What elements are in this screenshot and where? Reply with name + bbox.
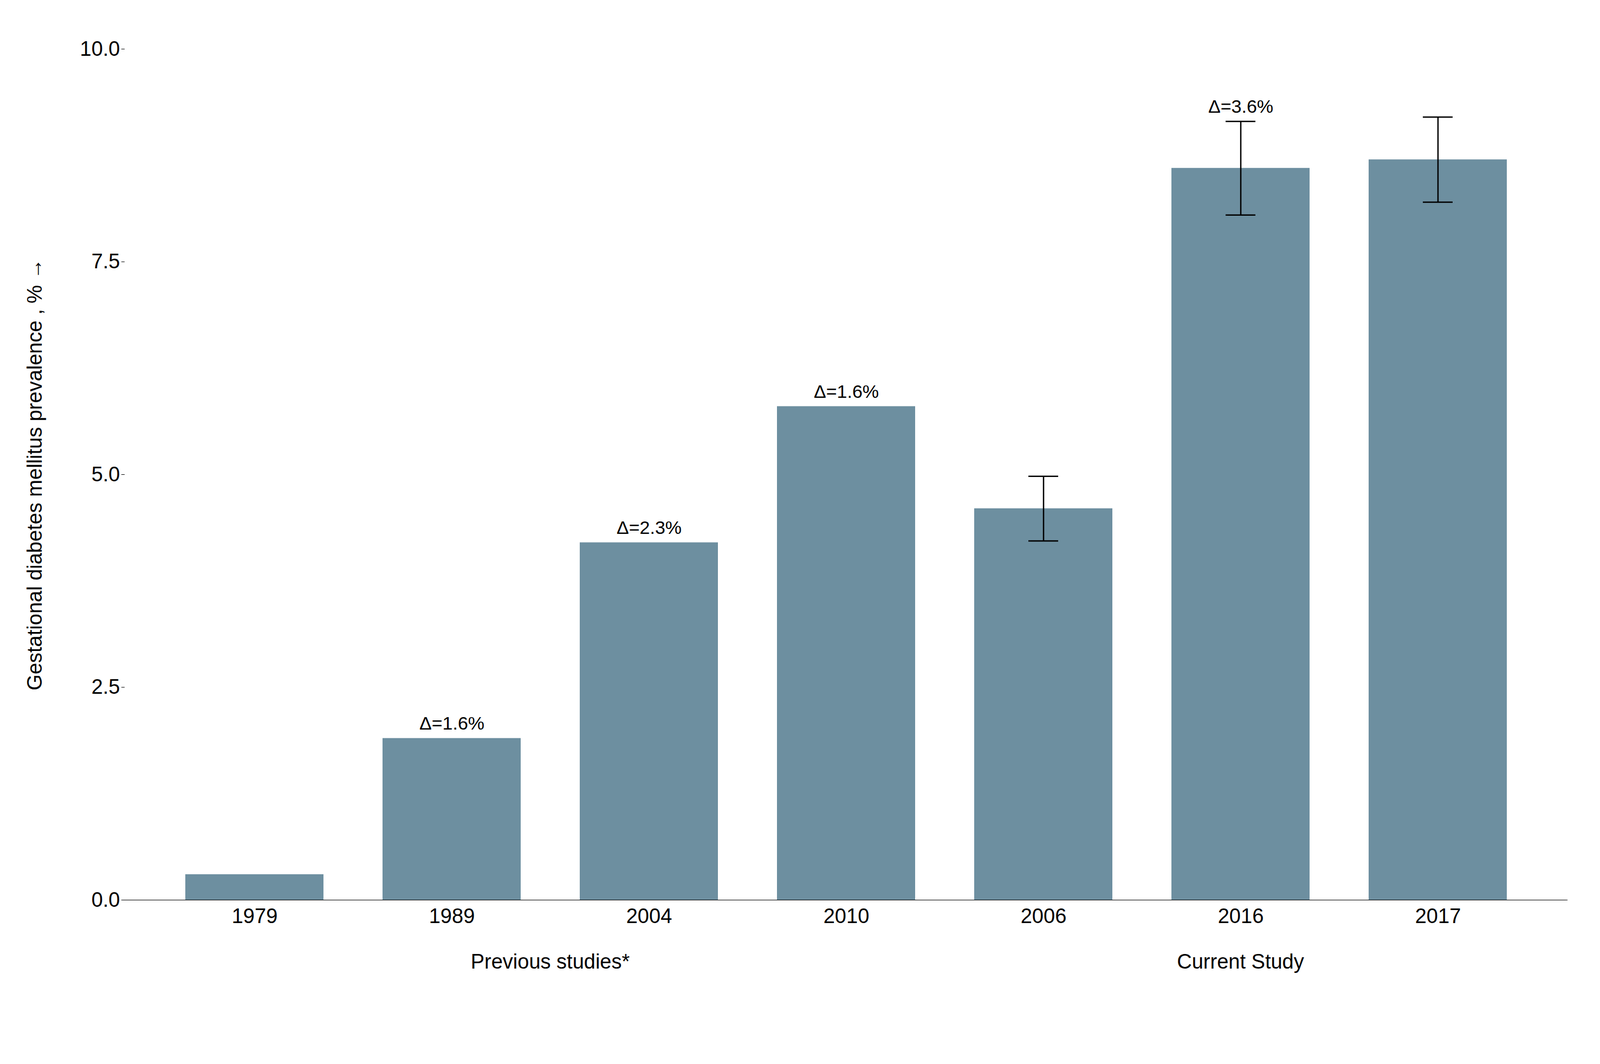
svg-text:Current Study: Current Study [1176,949,1304,973]
svg-text:5.0: 5.0 [91,462,121,486]
svg-text:2004: 2004 [626,904,673,928]
svg-text:7.5: 7.5 [91,249,121,273]
svg-text:Δ=1.6%: Δ=1.6% [419,712,485,734]
svg-text:1989: 1989 [429,904,476,928]
svg-text:Δ=3.6%: Δ=3.6% [1208,95,1274,117]
svg-text:2006: 2006 [1020,904,1067,928]
svg-text:2016: 2016 [1218,904,1265,928]
svg-text:Δ=1.6%: Δ=1.6% [813,380,879,402]
svg-text:0.0: 0.0 [91,888,121,911]
svg-text:1979: 1979 [231,904,278,928]
svg-text:2.5: 2.5 [91,675,121,698]
svg-text:Δ=2.3%: Δ=2.3% [616,516,682,538]
svg-text:2017: 2017 [1415,904,1462,928]
svg-text:10.0: 10.0 [80,37,121,61]
svg-text:Gestational diabetes mellitus: Gestational diabetes mellitus prevalence… [23,258,47,690]
svg-text:Previous studies*: Previous studies* [470,949,631,973]
svg-text:2010: 2010 [823,904,870,928]
